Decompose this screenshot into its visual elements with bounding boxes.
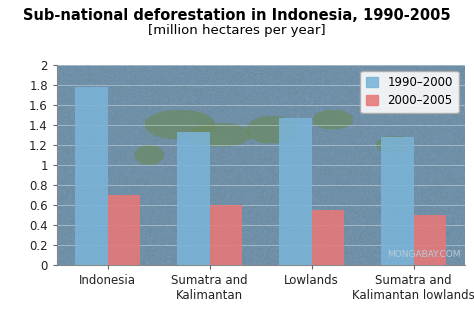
Bar xyxy=(311,210,344,265)
Bar xyxy=(177,132,210,265)
Bar xyxy=(210,205,242,265)
Legend: 1990–2000, 2000–2005: 1990–2000, 2000–2005 xyxy=(360,70,459,113)
Bar xyxy=(381,137,413,265)
Bar xyxy=(279,118,311,265)
Text: MONGABAY.COM: MONGABAY.COM xyxy=(387,250,460,259)
Text: [million hectares per year]: [million hectares per year] xyxy=(148,24,326,37)
Bar xyxy=(75,87,108,265)
Bar xyxy=(413,215,446,265)
Bar xyxy=(108,195,140,265)
Text: Sub-national deforestation in Indonesia, 1990-2005: Sub-national deforestation in Indonesia,… xyxy=(23,8,451,23)
